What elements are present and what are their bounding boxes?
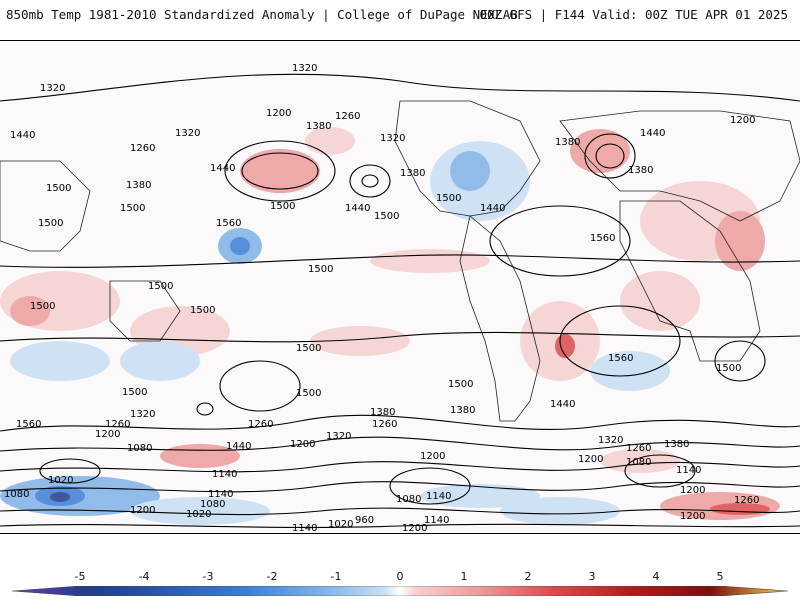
contour-label: 1080 <box>396 494 421 505</box>
contour-label: 1200 <box>130 505 155 516</box>
contour-label: 1380 <box>664 439 689 450</box>
contour-label: 1380 <box>370 407 395 418</box>
colorbar-tick-label: -4 <box>138 570 150 583</box>
colorbar-tick-label: -2 <box>266 570 278 583</box>
contour-label: 1260 <box>335 111 360 122</box>
contour-label: 1140 <box>212 469 237 480</box>
contour-label: 1200 <box>266 108 291 119</box>
contour-label: 1380 <box>400 168 425 179</box>
contour-label: 1500 <box>296 343 321 354</box>
contour-label: 1380 <box>628 165 653 176</box>
contour-label: 1500 <box>308 264 333 275</box>
contour-label: 1320 <box>326 431 351 442</box>
contour-label: 1500 <box>448 379 473 390</box>
world-map: 1320 1200 1260 1380 1320 1260 1440 1380 … <box>0 63 800 533</box>
contour-label: 1500 <box>38 218 63 229</box>
contour-label: 1380 <box>126 180 151 191</box>
contour-label: 1440 <box>10 130 35 141</box>
contour-label: 1500 <box>122 387 147 398</box>
contour-label: 1260 <box>734 495 759 506</box>
contour-label: 1320 <box>40 83 65 94</box>
contour-label: 1440 <box>480 203 505 214</box>
map-panel: 1320 1200 1260 1380 1320 1260 1440 1380 … <box>0 40 800 534</box>
run-valid-time: 00Z GFS | F144 Valid: 00Z TUE APR 01 202… <box>479 7 788 22</box>
contour-label: 1500 <box>436 193 461 204</box>
contour-label: 1500 <box>296 388 321 399</box>
contour-label: 1560 <box>608 353 633 364</box>
contour-label: 1260 <box>105 419 130 430</box>
contour-label: 1320 <box>598 435 623 446</box>
colorbar-tick-label: 3 <box>588 570 596 583</box>
contour-label: 1080 <box>200 499 225 510</box>
contour-label: 1440 <box>345 203 370 214</box>
colorbar-tick-label: 4 <box>652 570 660 583</box>
colorbar-tick-label: 0 <box>396 570 404 583</box>
contour-label: 1200 <box>578 454 603 465</box>
contour-label: 1140 <box>292 523 317 533</box>
contour-label: 1140 <box>208 489 233 500</box>
contour-label: 1320 <box>292 63 317 74</box>
contour-label: 1140 <box>676 465 701 476</box>
contour-label: 1500 <box>374 211 399 222</box>
contour-label: 1500 <box>46 183 71 194</box>
contour-label: 1320 <box>130 409 155 420</box>
contour-label: 1500 <box>270 201 295 212</box>
contour-label: 1260 <box>626 443 651 454</box>
contour-label: 1500 <box>120 203 145 214</box>
contour-label: 1320 <box>380 133 405 144</box>
colorbar-tick-label: 5 <box>716 570 724 583</box>
contour-label: 1140 <box>424 515 449 526</box>
contour-label: 1140 <box>426 491 451 502</box>
contour-label: 1020 <box>186 509 211 520</box>
height-contours <box>0 73 800 528</box>
contour-label: 1440 <box>210 163 235 174</box>
contour-label: 1260 <box>248 419 273 430</box>
contour-label: 1500 <box>30 301 55 312</box>
contour-label: 1320 <box>175 128 200 139</box>
contour-label: 1200 <box>95 429 120 440</box>
contour-label: 1200 <box>290 439 315 450</box>
colorbar-tick-label: 2 <box>524 570 532 583</box>
contour-label: 1020 <box>48 475 73 486</box>
contour-label: 1260 <box>372 419 397 430</box>
contour-label: 1560 <box>16 419 41 430</box>
continent-outlines <box>0 100 800 422</box>
colorbar-tick-label: -1 <box>330 570 342 583</box>
contour-label: 1200 <box>680 511 705 522</box>
contour-label: 1380 <box>555 137 580 148</box>
map-title: 850mb Temp 1981-2010 Standardized Anomal… <box>6 7 518 22</box>
colorbar-tick-label: -3 <box>202 570 214 583</box>
contour-label: 1080 <box>4 489 29 500</box>
contour-label: 1020 <box>328 519 353 530</box>
contour-label: 1380 <box>450 405 475 416</box>
contour-label: 1200 <box>402 523 427 533</box>
colorbar-tick-label: 1 <box>460 570 468 583</box>
contour-label: 1260 <box>130 143 155 154</box>
contour-label: 1080 <box>626 457 651 468</box>
contour-label: 1440 <box>550 399 575 410</box>
colorbar: -5 -4 -3 -2 -1 0 1 2 3 4 5 <box>0 570 800 600</box>
contour-label: 960 <box>355 515 374 526</box>
contour-label: 1560 <box>216 218 241 229</box>
contour-label: 1500 <box>148 281 173 292</box>
contour-label: 1200 <box>420 451 445 462</box>
contour-label: 1500 <box>190 305 215 316</box>
contour-label: 1500 <box>716 363 741 374</box>
contour-label: 1560 <box>590 233 615 244</box>
colorbar-gradient <box>11 586 789 596</box>
colorbar-tick-label: -5 <box>74 570 86 583</box>
anomaly-shading <box>0 127 780 525</box>
contour-label: 1380 <box>306 121 331 132</box>
contour-label: 1440 <box>226 441 251 452</box>
contour-label: 1200 <box>680 485 705 496</box>
contour-label: 1440 <box>640 128 665 139</box>
contour-label: 1080 <box>127 443 152 454</box>
contour-labels: 1320 1200 1260 1380 1320 1260 1440 1380 … <box>4 63 759 533</box>
contour-label: 1200 <box>730 115 755 126</box>
header: 850mb Temp 1981-2010 Standardized Anomal… <box>0 0 800 32</box>
